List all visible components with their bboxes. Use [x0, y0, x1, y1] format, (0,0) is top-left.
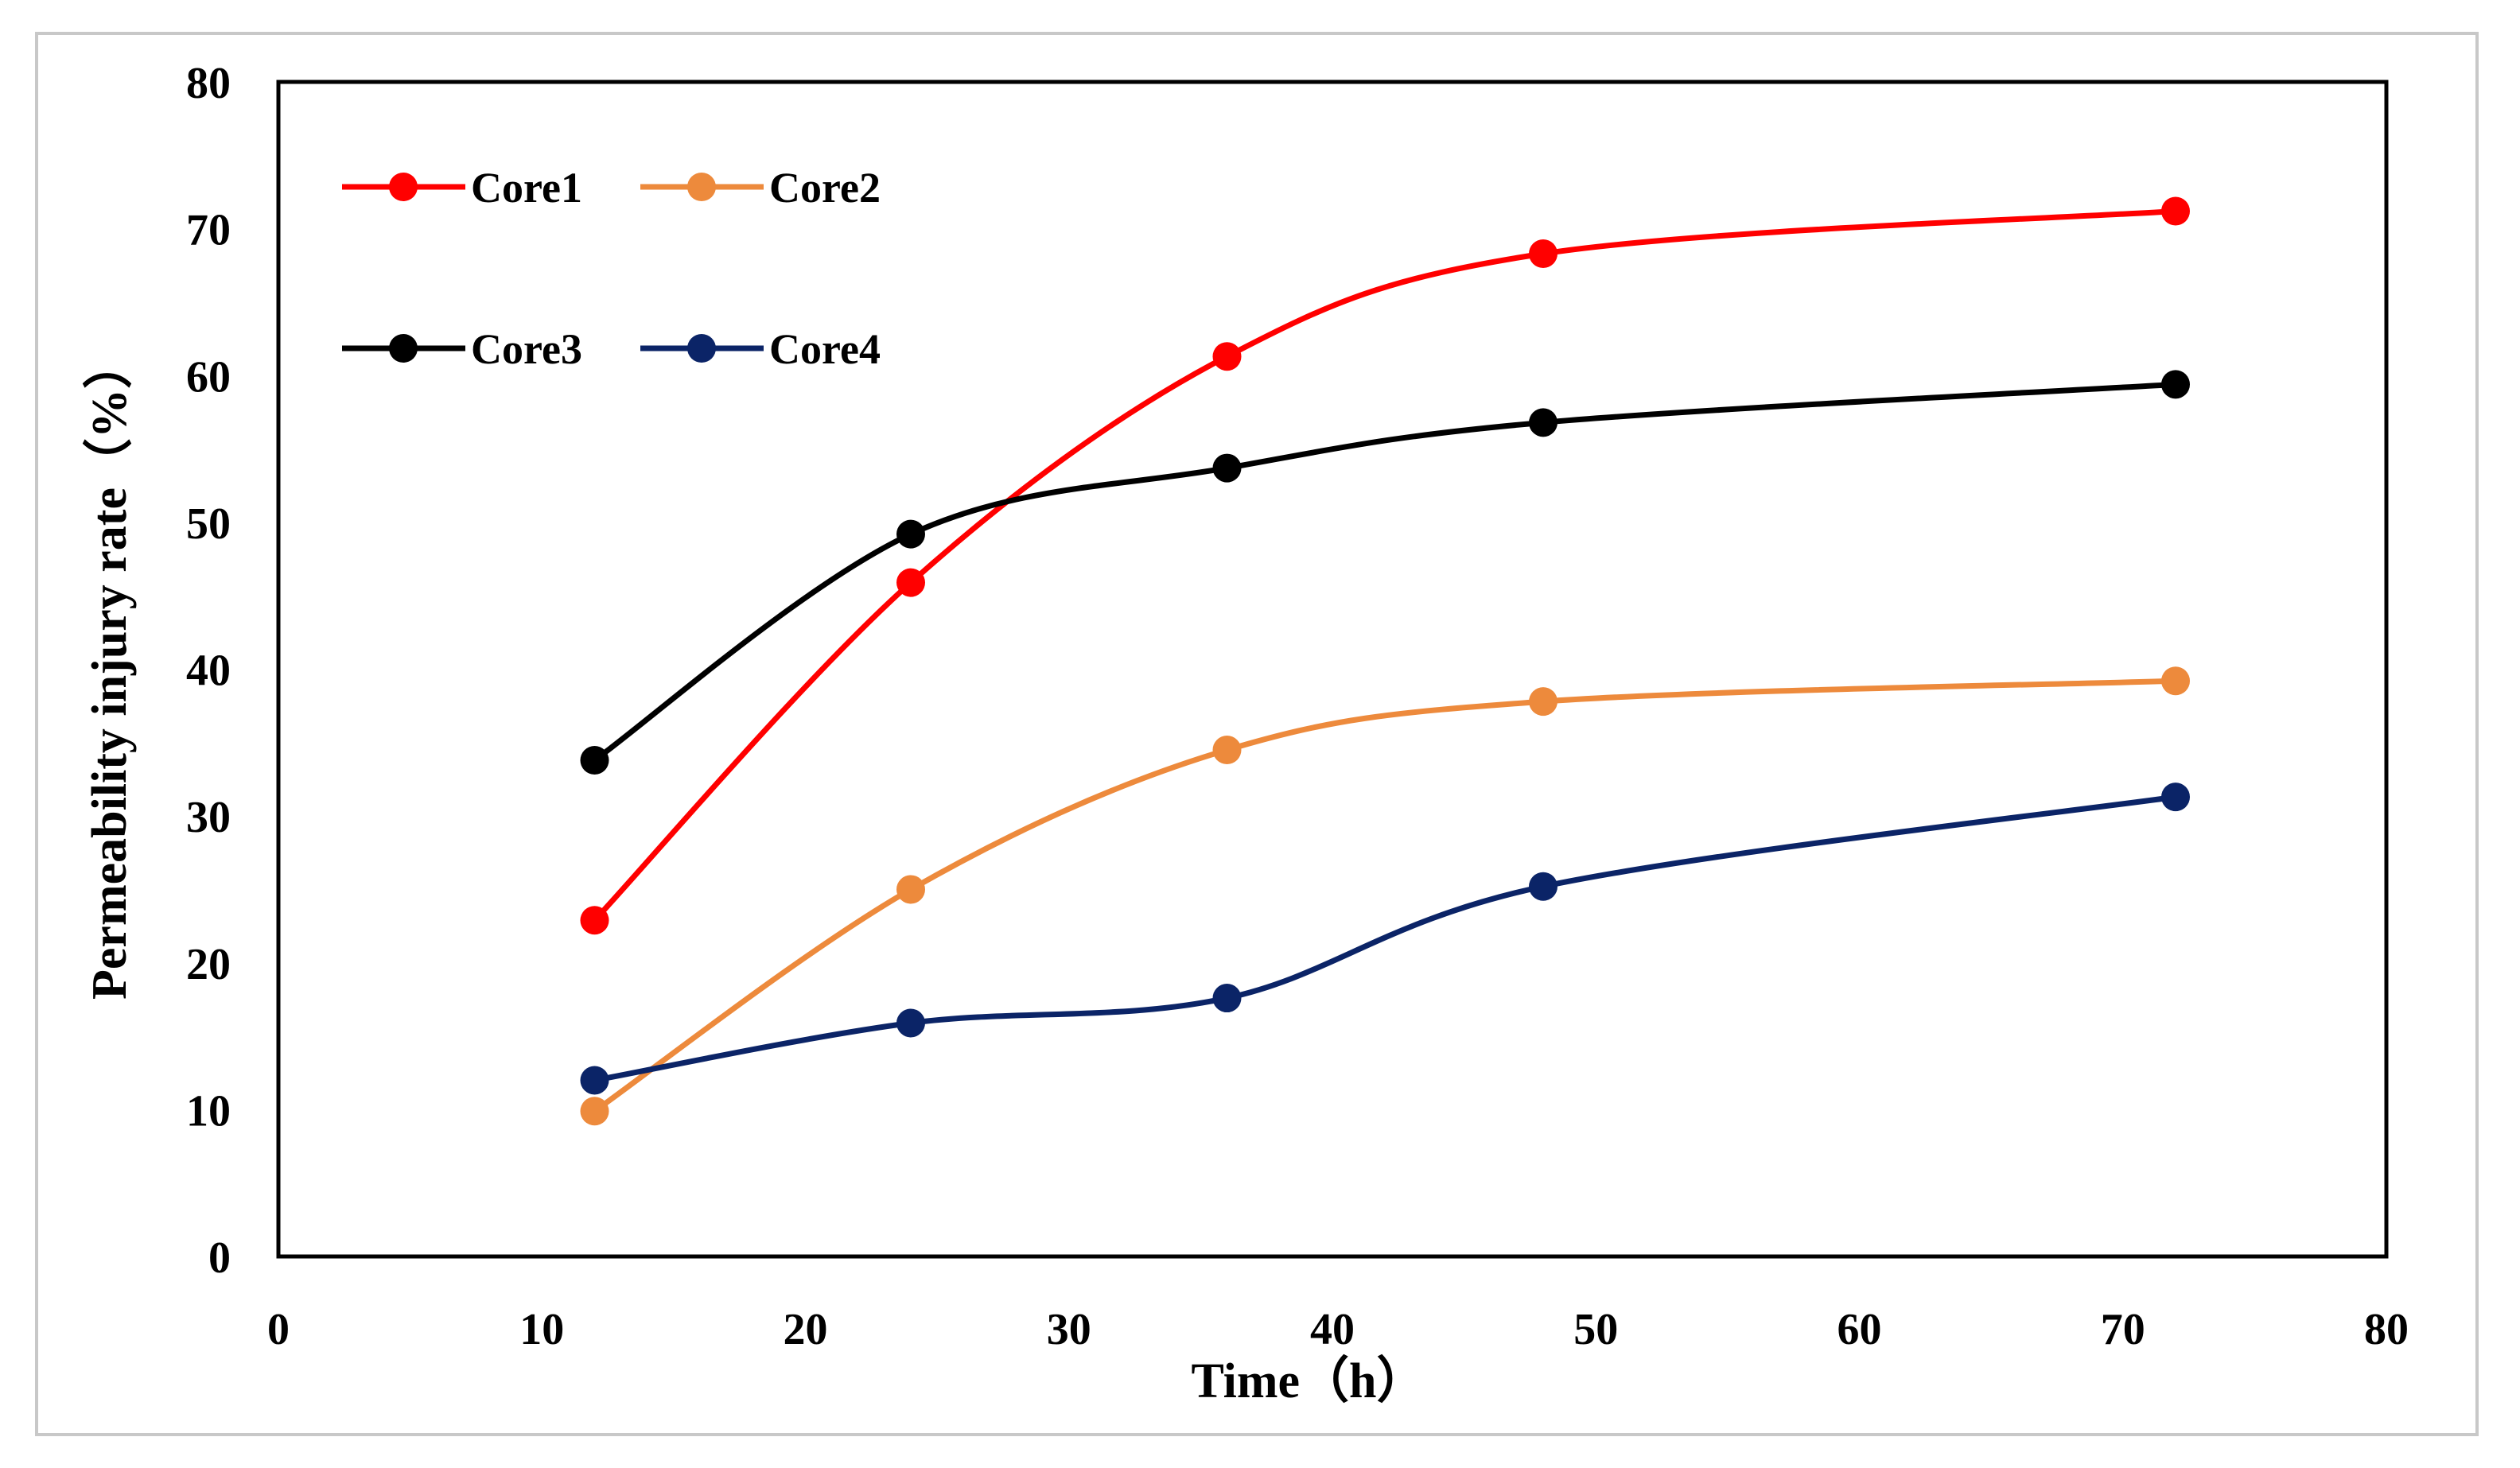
y-axis-label: Permeability injury rate（%） — [81, 340, 137, 1000]
series-core1 — [580, 196, 2190, 935]
x-axis-label: Time（h） — [1191, 1353, 1425, 1408]
plot-area — [276, 80, 2389, 1259]
series-core4 — [580, 783, 2190, 1095]
x-tick-label: 70 — [2101, 1305, 2145, 1354]
data-point-core4 — [1212, 984, 1242, 1013]
data-point-core3 — [1529, 408, 1558, 437]
data-point-core1 — [1529, 239, 1558, 269]
legend-item-core2: Core2 — [640, 164, 881, 212]
legend-marker-core4 — [687, 334, 716, 363]
x-tick-label: 80 — [2364, 1305, 2409, 1354]
data-point-core3 — [1212, 453, 1242, 483]
data-point-core2 — [1212, 736, 1242, 765]
legend: Core1 Core2 Core3 Core4 — [342, 164, 881, 373]
data-point-core3 — [580, 745, 609, 775]
data-point-core2 — [580, 1097, 609, 1126]
data-point-core4 — [896, 1008, 925, 1038]
legend-item-core4: Core4 — [640, 325, 881, 373]
data-point-core3 — [2161, 370, 2190, 399]
data-point-core1 — [896, 568, 925, 597]
legend-marker-core2 — [687, 173, 716, 201]
x-tick-label: 40 — [1310, 1305, 1355, 1354]
legend-label-core3: Core3 — [471, 325, 582, 373]
data-point-core2 — [2161, 666, 2190, 696]
legend-item-core1: Core1 — [342, 164, 582, 212]
y-tick-label: 30 — [186, 793, 231, 842]
series-line-core2 — [593, 678, 2176, 1114]
data-point-core4 — [1529, 872, 1558, 901]
legend-marker-core3 — [389, 334, 418, 363]
legend-label-core1: Core1 — [471, 164, 582, 212]
series-line-core3 — [593, 381, 2176, 763]
y-tick-label: 10 — [186, 1086, 231, 1136]
x-tick-label: 20 — [784, 1305, 828, 1354]
y-tick-label: 80 — [186, 59, 231, 108]
data-point-core1 — [580, 906, 609, 935]
y-tick-label: 20 — [186, 940, 231, 989]
figure-frame — [35, 32, 2479, 1436]
x-tick-label: 0 — [267, 1305, 290, 1354]
x-tick-label: 10 — [519, 1305, 564, 1354]
y-tick-label: 0 — [208, 1233, 231, 1283]
x-tick-label: 50 — [1573, 1305, 1618, 1354]
series-core2 — [580, 666, 2190, 1126]
data-point-core3 — [896, 519, 925, 549]
legend-marker-core1 — [389, 173, 418, 201]
data-point-core4 — [2161, 783, 2190, 812]
data-point-core2 — [896, 875, 925, 904]
legend-item-core3: Core3 — [342, 325, 582, 373]
y-tick-label: 50 — [186, 499, 231, 549]
data-point-core1 — [1212, 342, 1242, 371]
series-line-core4 — [593, 794, 2176, 1083]
y-tick-label: 40 — [186, 647, 231, 696]
x-tick-label: 60 — [1838, 1305, 1882, 1354]
legend-label-core4: Core4 — [769, 325, 881, 373]
series-core3 — [580, 370, 2190, 775]
series-layer — [580, 196, 2190, 1126]
y-tick-label: 70 — [186, 206, 231, 255]
axis-ticks: 0 10 20 30 40 50 60 70 80 0 10 20 30 40 50 60 70 80 — [186, 59, 2409, 1354]
y-tick-label: 60 — [186, 352, 231, 402]
x-tick-label: 30 — [1047, 1305, 1091, 1354]
data-point-core4 — [580, 1066, 609, 1095]
legend-label-core2: Core2 — [769, 164, 881, 212]
data-point-core2 — [1529, 687, 1558, 717]
data-point-core1 — [2161, 196, 2190, 226]
